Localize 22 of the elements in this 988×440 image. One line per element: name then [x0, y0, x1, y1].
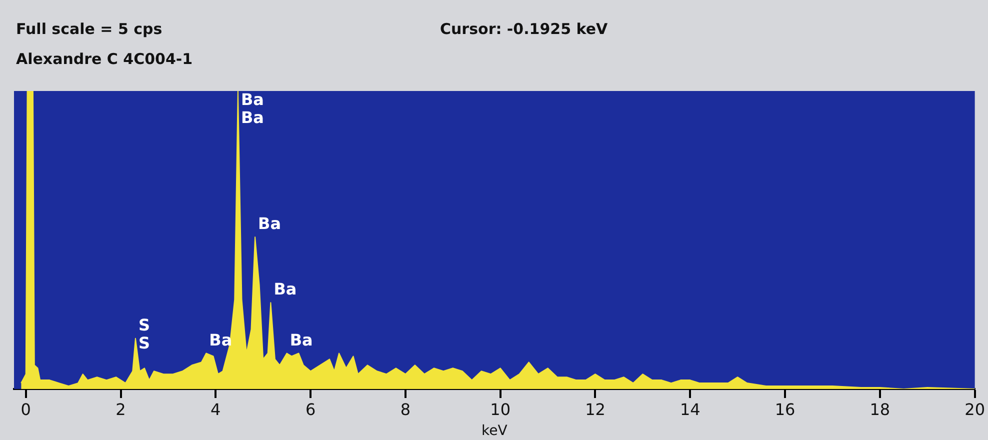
- annotation: Ba: [274, 280, 297, 299]
- annotation: Ba: [240, 90, 264, 110]
- annotation: Ba: [240, 108, 264, 128]
- x-tick-label: 12: [585, 400, 606, 419]
- x-tick-label: 6: [305, 400, 316, 419]
- chart-title: Alexandre C 4C004-1: [16, 50, 193, 68]
- x-tick-label: 20: [964, 400, 985, 419]
- annotation: S: [138, 333, 150, 352]
- x-tick-label: 14: [680, 400, 700, 419]
- x-tick-label: 18: [870, 400, 890, 419]
- annotation: S: [138, 315, 150, 334]
- x-tick-label: 0: [20, 400, 31, 419]
- x-tick-label: 16: [774, 400, 796, 419]
- text: Full scale = 5 cps: [16, 20, 162, 38]
- x-tick-label: 2: [116, 400, 126, 419]
- x-axis-title: keV: [482, 423, 508, 440]
- annotation: Ba: [258, 214, 282, 234]
- x-tick-label: 4: [210, 400, 221, 419]
- annotation: Ba: [290, 330, 313, 350]
- x-tick-label: 8: [400, 400, 411, 419]
- x-tick-label: 10: [490, 400, 511, 419]
- text: Cursor: -0.1925 keV: [440, 20, 608, 38]
